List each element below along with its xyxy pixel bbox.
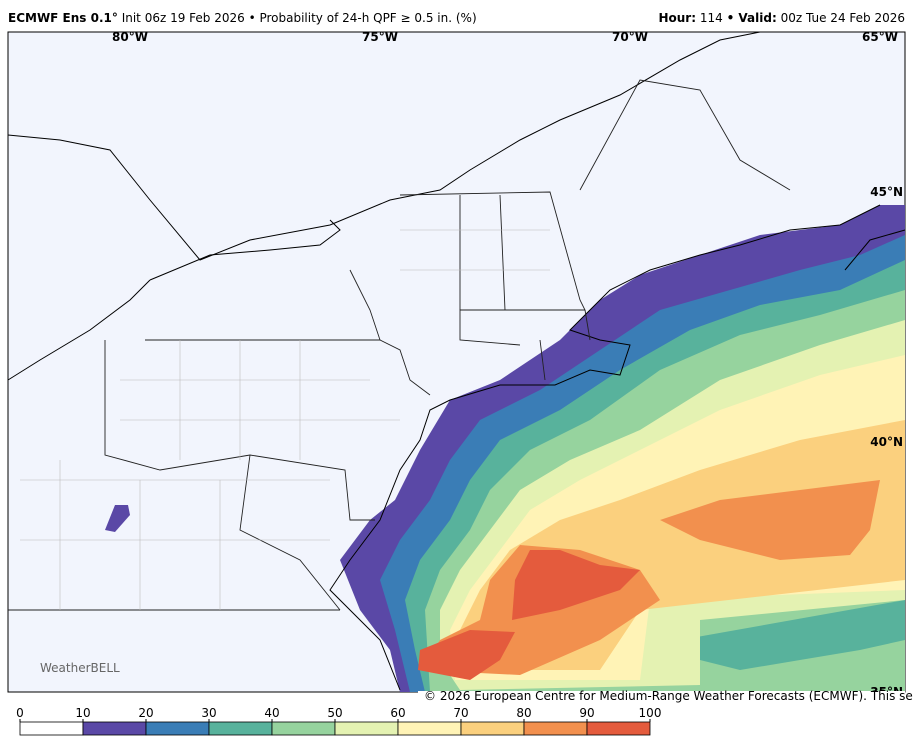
latitude-label: 40°N (870, 435, 903, 449)
precip-field (105, 205, 905, 692)
hour: 114 (700, 11, 723, 25)
hour-label: Hour: (658, 11, 696, 25)
colorbar-tick-label: 20 (138, 706, 153, 720)
precip-band (105, 505, 130, 532)
colorbar-segment (586, 721, 651, 736)
longitude-label: 80°W (112, 30, 148, 44)
header-right: Hour: 114 • Valid: 00z Tue 24 Feb 2026 (658, 11, 905, 25)
colorbar-tick-label: 80 (516, 706, 531, 720)
colorbar-tick-label: 10 (75, 706, 90, 720)
copyright: © 2026 European Centre for Medium-Range … (424, 689, 913, 703)
colorbar-segment (397, 721, 462, 736)
colorbar-segment (208, 721, 273, 736)
colorbar: 0 10 20 30 40 50 60 70 80 90 100 (16, 706, 662, 736)
colorbar-tick-label: 100 (639, 706, 662, 720)
model: ECMWF Ens 0.1° (8, 11, 118, 25)
colorbar-segment (145, 721, 210, 736)
longitude-label: 70°W (612, 30, 648, 44)
latitude-label: 45°N (870, 185, 903, 199)
precip-band (420, 480, 880, 675)
colorbar-tick-label: 50 (327, 706, 342, 720)
logo: WeatherBELL (40, 661, 120, 675)
description: Init 06z 19 Feb 2026 • Probability of 24… (122, 11, 477, 25)
colorbar-tick-label: 90 (579, 706, 594, 720)
colorbar-tick-label: 60 (390, 706, 405, 720)
valid-label: • Valid: (727, 11, 777, 25)
borders (8, 79, 791, 611)
colorbar-segment (82, 721, 147, 736)
colorbar-segment (523, 721, 588, 736)
county-lines (20, 229, 550, 610)
precip-band (418, 550, 640, 680)
longitude-label: 75°W (362, 30, 398, 44)
copyright-bg (418, 691, 905, 703)
colorbar-tick-label: 0 (16, 706, 24, 720)
colorbar-segment (19, 721, 84, 736)
colorbar-segment (271, 721, 336, 736)
colorbar-segment (334, 721, 399, 736)
longitude-label: 65°W (862, 30, 898, 44)
header-left: ECMWF Ens 0.1° Init 06z 19 Feb 2026 • Pr… (8, 11, 477, 25)
colorbar-tick-label: 70 (453, 706, 468, 720)
colorbar-tick-label: 40 (264, 706, 279, 720)
colorbar-segment (460, 721, 525, 736)
valid: 00z Tue 24 Feb 2026 (781, 11, 905, 25)
colorbar-tick-label: 30 (201, 706, 216, 720)
